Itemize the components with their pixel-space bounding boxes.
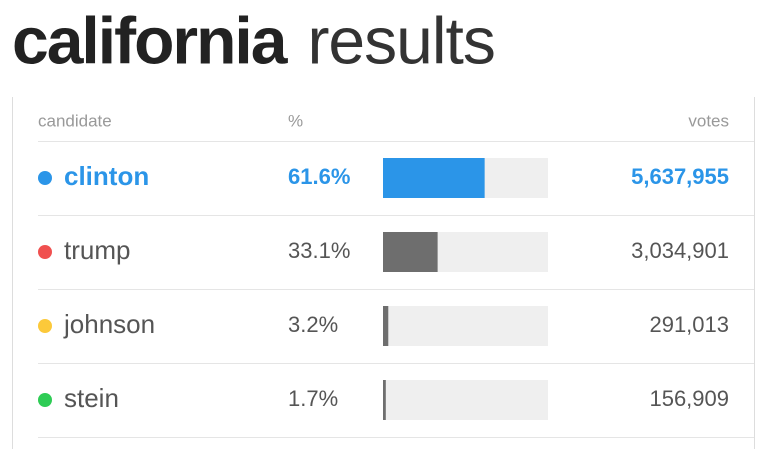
candidate-name: johnson — [63, 309, 155, 339]
bar — [383, 232, 438, 272]
percent-label: 3.2% — [288, 312, 338, 337]
bar — [383, 158, 485, 198]
votes-label: 291,013 — [649, 312, 729, 337]
percent-label: 33.1% — [288, 238, 350, 263]
candidate-dot — [38, 245, 52, 259]
candidate-name: clinton — [64, 161, 149, 191]
candidate-name: stein — [64, 383, 119, 413]
header-votes: votes — [688, 111, 729, 130]
percent-label: 61.6% — [288, 164, 350, 189]
candidate-dot — [38, 319, 52, 333]
bar-track — [383, 306, 548, 346]
votes-label: 5,637,955 — [631, 164, 729, 189]
votes-label: 3,034,901 — [631, 238, 729, 263]
header-candidate: candidate — [38, 111, 112, 130]
candidate-dot — [38, 171, 52, 185]
header-percent: % — [288, 111, 303, 130]
title: california — [12, 3, 289, 77]
bar — [383, 380, 386, 420]
votes-label: 156,909 — [649, 386, 729, 411]
percent-label: 1.7% — [288, 386, 338, 411]
candidate-dot — [38, 393, 52, 407]
candidate-name: trump — [64, 235, 130, 265]
bar-track — [383, 380, 548, 420]
subtitle: results — [307, 3, 494, 77]
bar — [383, 306, 389, 346]
